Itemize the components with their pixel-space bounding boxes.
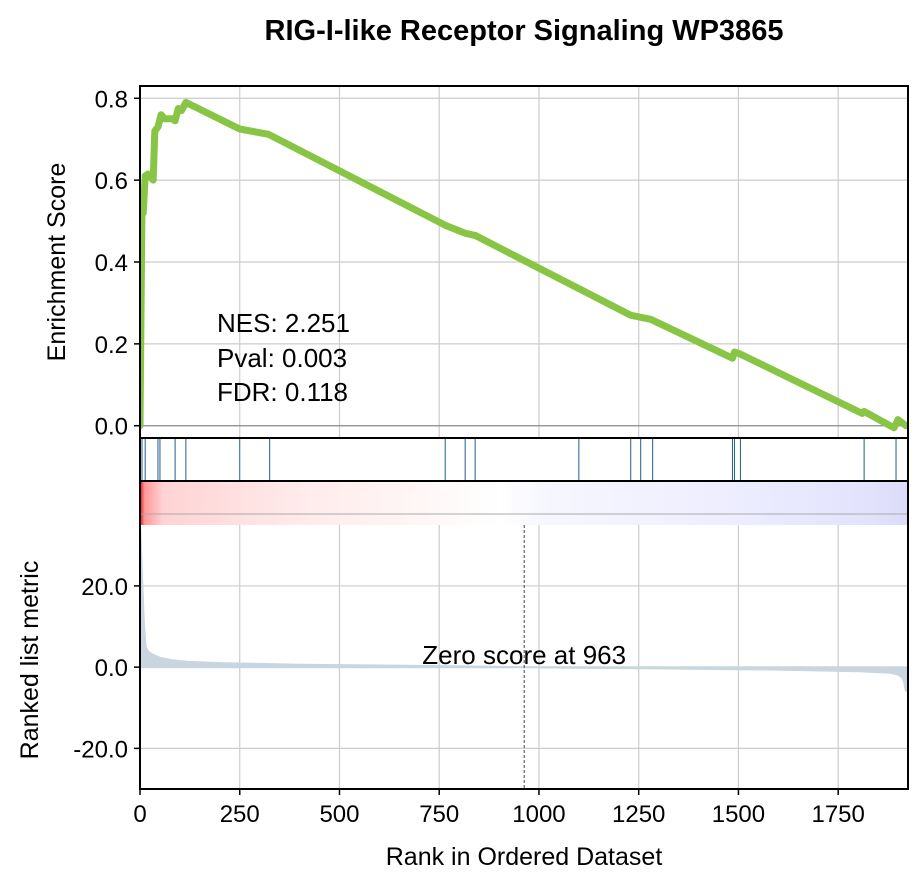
es-ytick-label: 0.8 [95,86,128,113]
xtick-label: 1250 [612,801,665,828]
es-y-axis-label: Enrichment Score [43,163,71,362]
es-ytick-label: 0.6 [95,168,128,195]
fdr-stat: FDR: 0.118 [217,377,348,407]
rank-heatmap-panel [140,481,908,525]
xtick-label: 1750 [811,801,864,828]
ranked-metric-panel: Zero score at 963 20.0 0.0 -20.0 Ranked li… [16,480,909,790]
enrichment-score-line [140,98,908,432]
rank-heatmap [140,481,908,525]
xtick-label: 0 [133,801,146,828]
x-axis-label: Rank in Ordered Dataset [386,843,663,871]
chart-title: RIG-I-like Receptor Signaling WP3865 [265,15,784,47]
metric-axes-frame [139,480,909,790]
enrichment-score-panel: 0.0 0.2 0.4 0.6 0.8 NES: 2.251 Pval: 0.003 F… [43,85,909,441]
zero-score-label: Zero score at 963 [422,640,626,670]
es-ytick-label: 0.2 [95,332,128,359]
metric-ytick-label: 0.0 [95,655,128,682]
ranked-metric-area [140,525,907,692]
xtick-label: 750 [419,801,459,828]
es-ytick-label: 0.0 [95,414,128,441]
xtick-label: 1500 [712,801,765,828]
es-ytick-label: 0.4 [95,250,128,277]
gene-hits-panel [139,437,909,482]
hits-axes-frame [139,437,909,482]
metric-ytick-label: -20.0 [73,736,128,763]
nes-stat: NES: 2.251 [217,308,350,338]
xtick-label: 1000 [512,801,565,828]
xtick-label: 500 [319,801,359,828]
xtick-label: 250 [220,801,260,828]
metric-ytick-label: 20.0 [81,574,128,601]
metric-y-axis-label: Ranked list metric [16,561,44,760]
pval-stat: Pval: 0.003 [217,343,347,373]
